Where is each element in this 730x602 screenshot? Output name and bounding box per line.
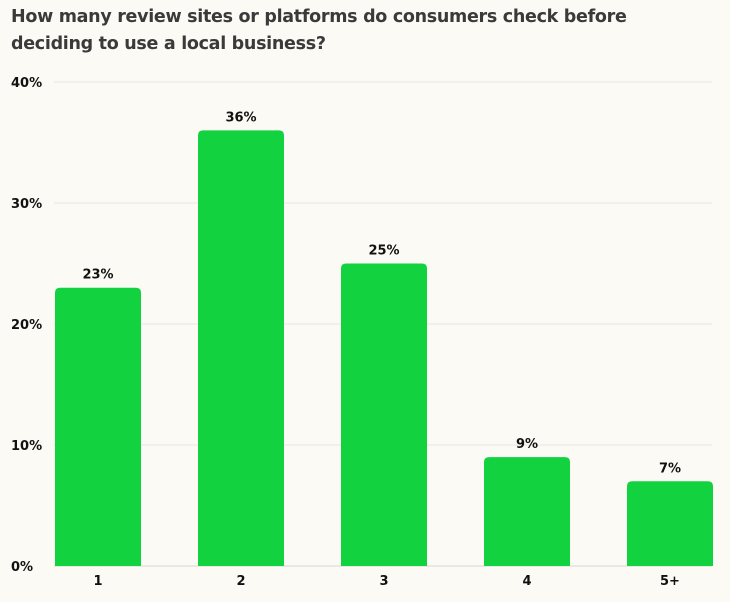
bar (55, 287, 141, 566)
bar (484, 457, 570, 566)
y-tick-label: 40% (11, 76, 42, 91)
x-tick-label: 3 (379, 574, 388, 589)
x-tick-label: 1 (93, 574, 102, 589)
data-label: 9% (516, 437, 538, 452)
y-tick-label: 20% (11, 318, 42, 333)
x-tick-label: 4 (522, 574, 531, 589)
chart-title: How many review sites or platforms do co… (11, 7, 627, 54)
x-tick-label: 2 (236, 574, 245, 589)
data-label: 7% (659, 461, 681, 476)
x-tick-label: 5+ (660, 574, 680, 589)
y-tick-label: 10% (11, 439, 42, 454)
bar (198, 130, 284, 566)
bar (627, 481, 713, 566)
data-label: 23% (82, 268, 113, 283)
y-tick-label: 0% (11, 560, 33, 575)
data-label: 25% (368, 244, 399, 259)
data-label: 36% (225, 110, 256, 125)
y-tick-label: 30% (11, 197, 42, 212)
bar (341, 263, 427, 566)
